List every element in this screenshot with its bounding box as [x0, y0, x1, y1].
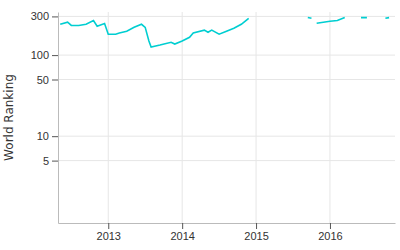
- tick: 2015: [244, 223, 268, 242]
- grid-line: [256, 12, 257, 223]
- tick-label: 300: [31, 10, 49, 22]
- tick-mark: [52, 80, 58, 81]
- tick: 300: [31, 10, 58, 22]
- chart: 2013 2014 2015 2016 5 10 50 100 300 World Ranking: [0, 0, 400, 250]
- tick: 5: [43, 155, 58, 167]
- y-axis: 5 10 50 100 300: [31, 10, 59, 223]
- y-axis-title: World Ranking: [2, 74, 16, 161]
- tick-label: 2016: [318, 230, 342, 242]
- tick: 50: [37, 74, 58, 86]
- tick: 2013: [97, 223, 121, 242]
- tick-mark: [52, 161, 58, 162]
- grid-line: [58, 16, 395, 17]
- tick: 100: [31, 49, 58, 61]
- tick: 10: [37, 130, 58, 142]
- grid-line: [108, 12, 109, 223]
- grid: [58, 12, 395, 223]
- grid-line: [58, 136, 395, 137]
- plot-area: 2013 2014 2015 2016 5 10 50 100 300: [31, 10, 396, 241]
- x-axis: 2013 2014 2015 2016: [59, 223, 396, 242]
- grid-line: [182, 12, 183, 223]
- grid-line: [329, 12, 330, 223]
- ranking-line: [60, 17, 389, 46]
- tick-mark: [52, 16, 58, 17]
- tick-label: 5: [43, 155, 49, 167]
- grid-line: [58, 79, 395, 80]
- tick: 2014: [170, 223, 194, 242]
- tick-mark: [256, 223, 257, 229]
- tick-mark: [52, 55, 58, 56]
- axis-line: [58, 13, 59, 224]
- tick-mark: [108, 223, 109, 229]
- tick-label: 2015: [244, 230, 268, 242]
- grid-line: [58, 160, 395, 161]
- tick-label: 10: [37, 130, 49, 142]
- tick: 2016: [318, 223, 342, 242]
- tick-mark: [330, 223, 331, 229]
- series-group: [60, 17, 389, 46]
- grid-line: [58, 55, 395, 56]
- tick-mark: [182, 223, 183, 229]
- tick-label: 50: [37, 74, 49, 86]
- tick-mark: [52, 136, 58, 137]
- tick-label: 100: [31, 49, 49, 61]
- tick-label: 2013: [97, 230, 121, 242]
- tick-label: 2014: [170, 230, 194, 242]
